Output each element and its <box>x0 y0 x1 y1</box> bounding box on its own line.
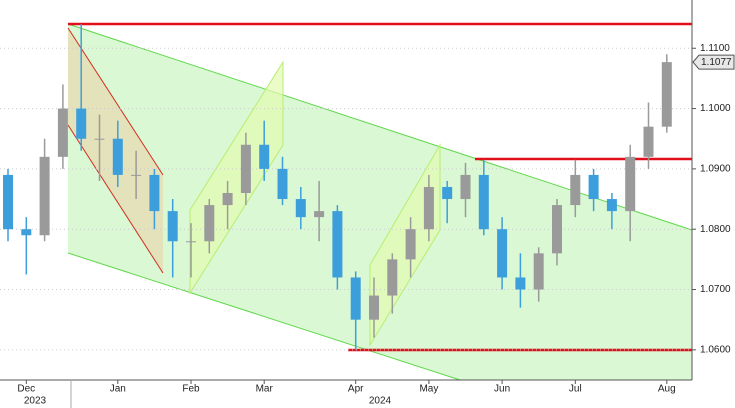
candle-body <box>442 186 453 200</box>
y-tick-label: 1.0700 <box>700 284 731 295</box>
x-tick-label: Jan <box>110 384 126 395</box>
candle-body <box>350 277 361 320</box>
candle-body <box>570 174 581 206</box>
x-tick-label: Apr <box>348 384 364 395</box>
x-tick-label: Dec <box>17 384 35 395</box>
x-tick-label: Feb <box>182 384 200 395</box>
y-tick-label: 1.0900 <box>700 164 731 175</box>
candle-body <box>423 186 434 230</box>
x-tick-label: Jul <box>569 384 582 395</box>
candle-body <box>478 174 489 230</box>
y-tick-label: 1.1100 <box>700 43 730 54</box>
candle-body <box>76 108 87 139</box>
last-price-label: 1.1077 <box>701 57 732 68</box>
candle-body <box>295 199 306 218</box>
candle-body <box>222 193 233 206</box>
candle-body <box>259 144 270 169</box>
candle-body <box>204 205 215 242</box>
channel-fill <box>68 24 692 380</box>
candle-body <box>552 205 562 254</box>
candle-body <box>497 229 508 278</box>
candle-body <box>39 156 50 236</box>
candle-body <box>167 211 178 242</box>
y-tick-label: 1.1000 <box>700 103 731 114</box>
candle-body <box>112 138 123 175</box>
candle-body <box>606 199 617 212</box>
candle-body <box>387 259 398 296</box>
candle-body <box>588 174 599 200</box>
sub-channel-line <box>67 124 164 274</box>
candle-body <box>369 295 379 320</box>
y-tick-label: 1.0800 <box>700 224 731 235</box>
channel-lower <box>67 252 461 381</box>
candle-body <box>21 229 32 236</box>
candle-body <box>149 174 160 212</box>
channel-upper <box>67 23 693 231</box>
candle-body <box>405 229 416 260</box>
candle-body <box>661 62 672 127</box>
candle-body <box>515 277 526 290</box>
x-tick-label: Aug <box>658 384 676 395</box>
sub-channel-line <box>67 27 164 176</box>
candle-body <box>277 168 288 200</box>
candle-body <box>240 144 251 194</box>
x-tick-label: Jun <box>494 384 510 395</box>
candle-body <box>131 174 142 176</box>
x-tick-label: Mar <box>256 384 274 395</box>
candle-body <box>332 211 343 278</box>
candle-body <box>643 126 654 157</box>
candle-body <box>186 241 196 243</box>
candle-body <box>314 211 325 218</box>
candle-body <box>94 138 105 140</box>
last-price-box <box>692 54 735 70</box>
candle-body <box>57 108 68 157</box>
candle-body <box>3 174 13 230</box>
x-tick-label: May <box>419 384 438 395</box>
year-label: 2023 <box>24 396 47 407</box>
candle-body <box>533 253 544 290</box>
y-tick-label: 1.0600 <box>700 344 731 355</box>
year-label: 2024 <box>369 396 392 407</box>
candle-body <box>460 174 471 200</box>
candle-body <box>625 156 636 212</box>
